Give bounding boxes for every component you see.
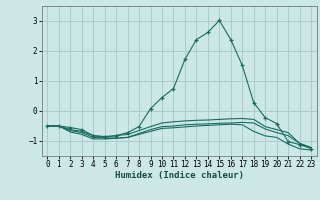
X-axis label: Humidex (Indice chaleur): Humidex (Indice chaleur) [115,171,244,180]
